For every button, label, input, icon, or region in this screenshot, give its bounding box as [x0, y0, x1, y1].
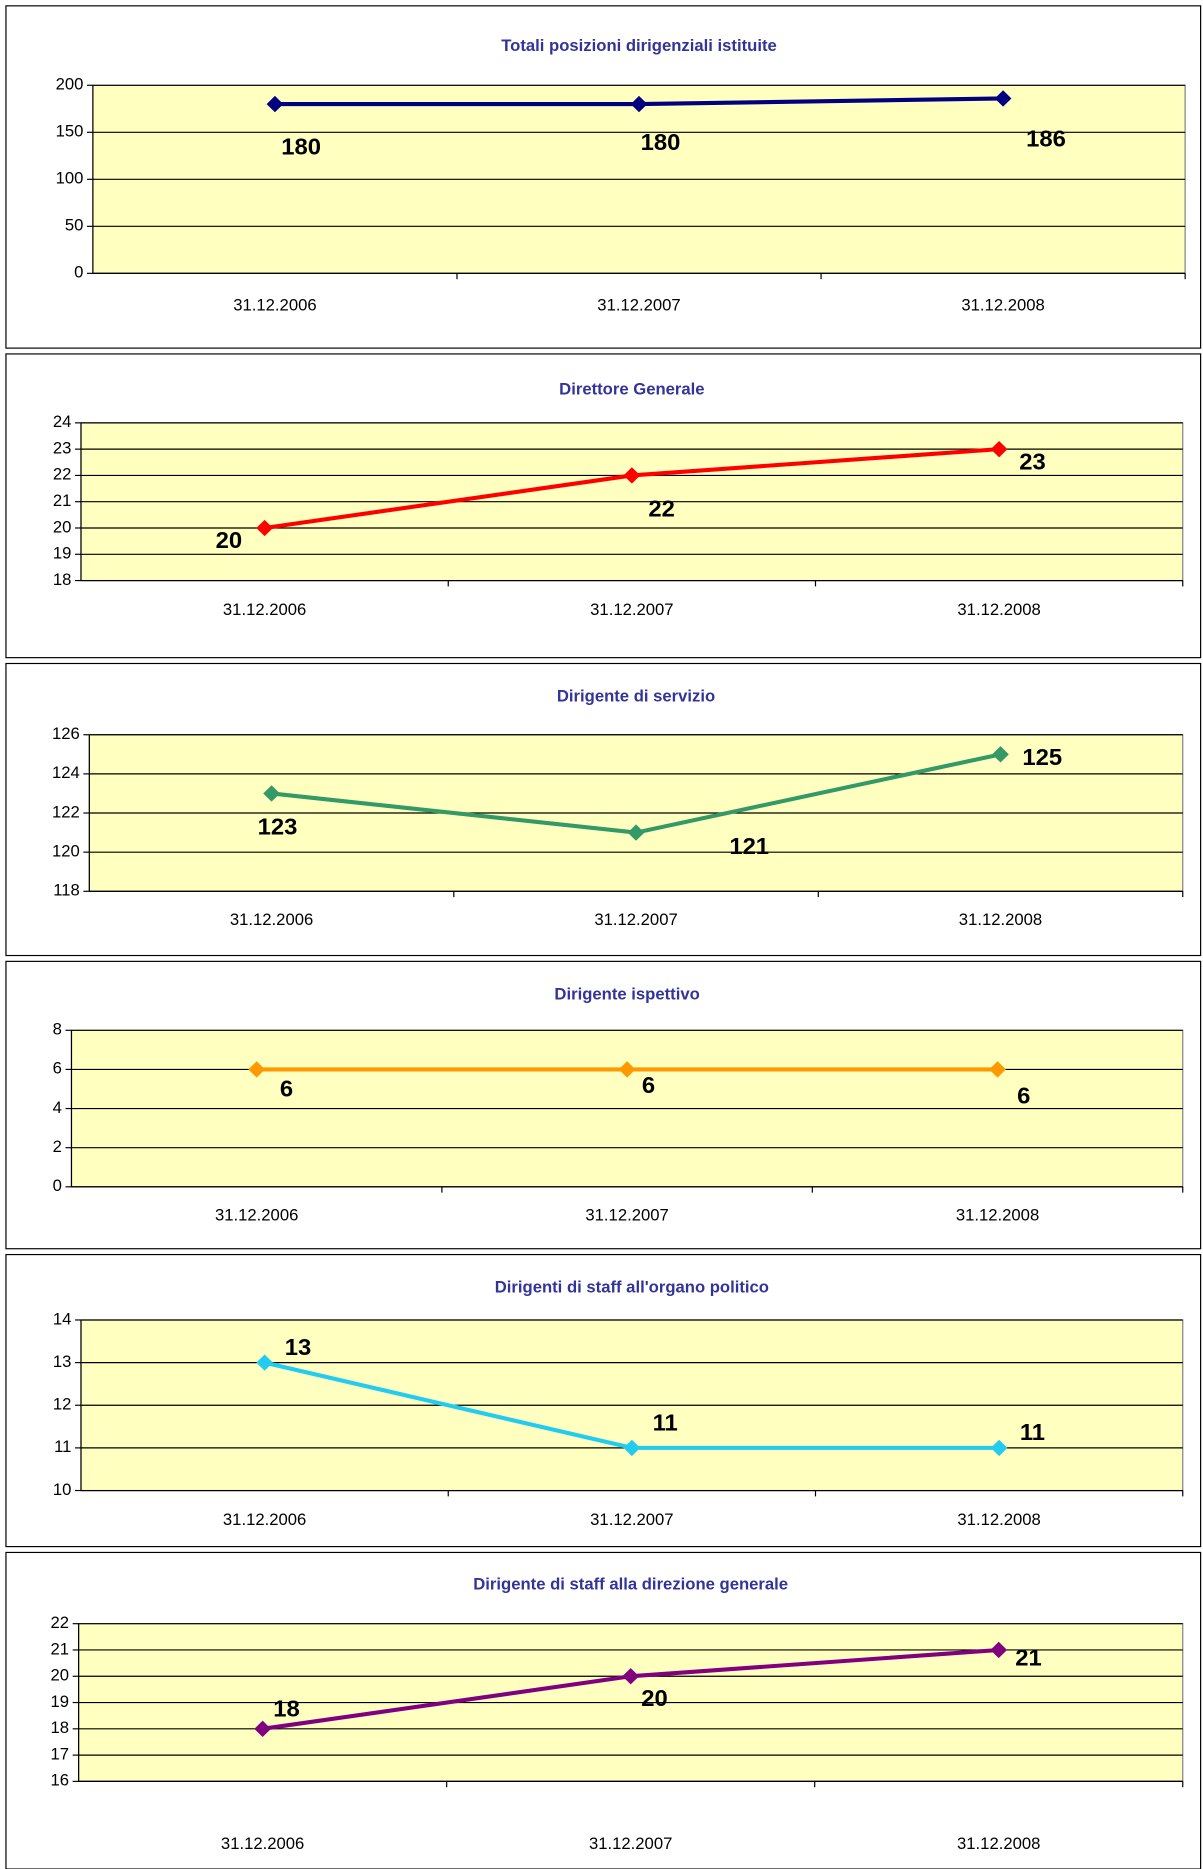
chart-title: Dirigente di servizio [557, 688, 715, 706]
data-label: 180 [281, 134, 321, 160]
data-point [248, 1061, 266, 1078]
y-tick-label: 150 [56, 123, 84, 141]
y-tick-label: 22 [53, 466, 72, 484]
y-tick-label: 21 [51, 1640, 70, 1658]
y-tick-label: 20 [51, 1667, 70, 1685]
y-tick-label: 6 [53, 1060, 62, 1078]
y-tick-label: 24 [53, 413, 72, 431]
x-tick-label: 31.12.2007 [590, 601, 673, 619]
x-tick-label: 31.12.2007 [597, 297, 680, 315]
y-tick-label: 122 [52, 803, 80, 821]
data-label: 6 [1017, 1083, 1030, 1109]
y-tick-label: 23 [53, 440, 72, 458]
x-tick-label: 31.12.2008 [959, 911, 1042, 929]
y-tick-label: 2 [53, 1138, 62, 1156]
data-point [254, 1720, 271, 1738]
y-tick-label: 50 [65, 217, 84, 235]
y-tick-label: 19 [53, 545, 72, 563]
y-tick-label: 200 [56, 76, 84, 94]
y-tick-label: 11 [54, 1438, 71, 1456]
x-tick-label: 31.12.2008 [957, 1511, 1040, 1529]
data-point [618, 1061, 636, 1078]
data-point [989, 1061, 1006, 1078]
y-tick-label: 19 [51, 1693, 70, 1711]
data-label: 6 [642, 1072, 655, 1098]
y-tick-label: 126 [52, 725, 80, 743]
y-tick-label: 21 [53, 492, 72, 510]
data-point [990, 1641, 1008, 1659]
data-label: 123 [258, 814, 298, 840]
data-point [623, 467, 641, 484]
data-label: 20 [216, 527, 242, 553]
y-tick-label: 118 [53, 882, 80, 900]
y-tick-label: 100 [56, 170, 84, 188]
y-tick-label: 14 [53, 1310, 72, 1328]
x-tick-label: 31.12.2006 [223, 601, 306, 619]
y-tick-label: 18 [53, 571, 72, 589]
x-tick-label: 31.12.2007 [590, 1511, 673, 1529]
x-tick-label: 31.12.2007 [594, 911, 677, 929]
data-label: 21 [1015, 1645, 1041, 1671]
x-tick-label: 31.12.2006 [215, 1206, 298, 1224]
y-tick-label: 12 [53, 1396, 72, 1414]
y-tick-label: 22 [51, 1614, 70, 1632]
data-point [990, 440, 1008, 458]
x-tick-label: 31.12.2008 [956, 1206, 1039, 1224]
data-label: 11 [1020, 1419, 1045, 1445]
chart-title: Direttore Generale [559, 381, 704, 399]
data-label: 22 [648, 496, 674, 522]
chart-title: Totali posizioni dirigenziali istituite [501, 37, 777, 55]
chart-title: Dirigente ispettivo [554, 986, 699, 1004]
data-label: 13 [285, 1334, 311, 1360]
y-tick-label: 17 [51, 1746, 70, 1764]
x-tick-label: 31.12.2008 [957, 601, 1040, 619]
x-tick-label: 31.12.2008 [957, 1835, 1040, 1853]
data-label: 186 [1026, 126, 1066, 152]
data-label: 11 [653, 1410, 678, 1436]
data-point [263, 785, 280, 802]
data-point [994, 90, 1012, 107]
y-tick-label: 10 [53, 1481, 72, 1499]
y-tick-label: 18 [51, 1719, 70, 1737]
data-label: 18 [273, 1696, 299, 1722]
y-tick-label: 124 [52, 764, 80, 782]
y-tick-label: 8 [53, 1021, 62, 1039]
data-label: 121 [729, 833, 769, 859]
x-tick-label: 31.12.2006 [221, 1835, 304, 1853]
data-point [627, 824, 645, 841]
y-tick-label: 13 [53, 1353, 72, 1371]
data-label: 6 [280, 1076, 293, 1102]
x-tick-label: 31.12.2008 [961, 297, 1044, 315]
data-label: 20 [641, 1685, 667, 1711]
x-tick-label: 31.12.2007 [589, 1835, 672, 1853]
data-point [630, 95, 648, 113]
x-tick-label: 31.12.2006 [233, 297, 316, 315]
chart-title: Dirigenti di staff all'organo politico [495, 1279, 769, 1297]
y-tick-label: 4 [53, 1099, 62, 1117]
y-tick-label: 0 [53, 1177, 62, 1195]
data-label: 23 [1019, 449, 1045, 475]
y-tick-label: 0 [74, 264, 83, 282]
data-point [266, 95, 284, 113]
y-tick-label: 20 [53, 518, 72, 536]
x-tick-label: 31.12.2006 [230, 911, 313, 929]
x-tick-label: 31.12.2007 [585, 1206, 668, 1224]
data-label: 180 [641, 129, 681, 155]
x-tick-label: 31.12.2006 [223, 1511, 306, 1529]
data-label: 125 [1022, 744, 1062, 770]
y-tick-label: 16 [51, 1772, 70, 1790]
y-tick-label: 120 [52, 843, 80, 861]
data-point [992, 746, 1009, 763]
chart-title: Dirigente di staff alla direzione genera… [473, 1576, 788, 1594]
